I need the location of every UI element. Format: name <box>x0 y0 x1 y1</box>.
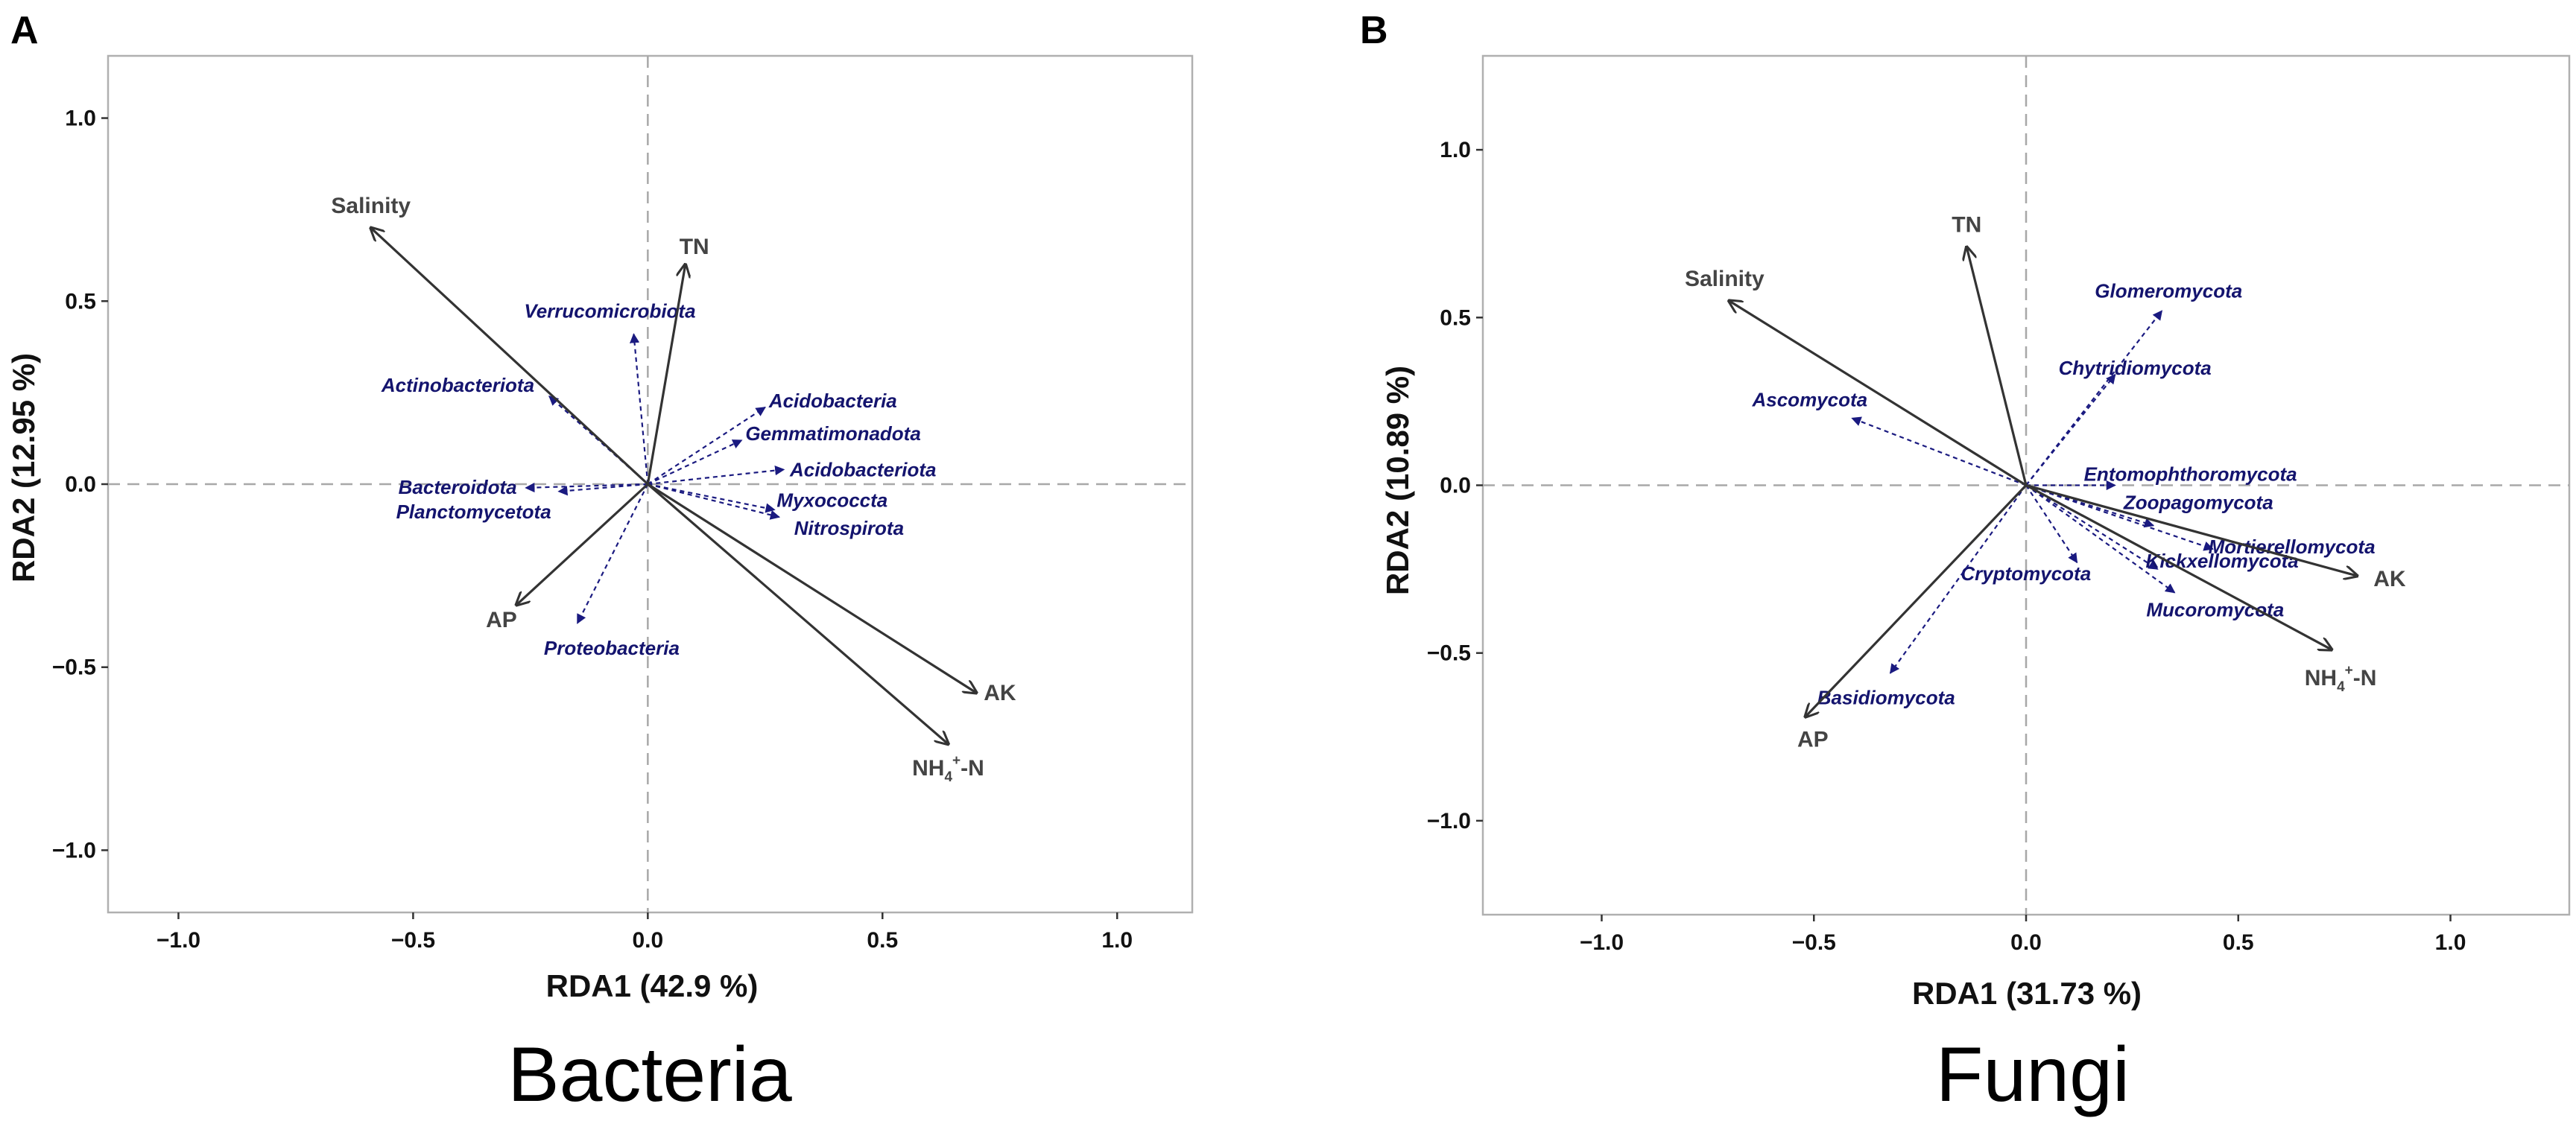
env-label-nh4-n: NH4+-N <box>912 753 984 785</box>
y-tick-label-a: 1.0 <box>65 107 96 131</box>
panel-caption-a: Bacteria <box>507 1032 792 1118</box>
taxon-label-basidiomycota: Basidiomycota <box>1817 687 1955 709</box>
taxon-label-cryptomycota: Cryptomycota <box>1961 562 2091 585</box>
taxon-arrow-acidobacteriota <box>648 466 785 486</box>
taxon-label-planctomycetota: Planctomycetota <box>396 501 551 523</box>
taxon-arrow-planctomycetota <box>557 483 648 496</box>
taxon-label-mortierellomycota: Mortierellomycota <box>2209 536 2376 558</box>
taxon-label-entomophthoromycota: Entomophthoromycota <box>2084 463 2297 486</box>
taxon-arrow-chytridiomycota <box>2025 373 2116 486</box>
taxon-label-mucoromycota: Mucoromycota <box>2146 599 2284 621</box>
env-label-salinity: Salinity <box>1685 267 1765 291</box>
x-axis-title-a: RDA1 (42.9 %) <box>546 968 759 1003</box>
x-tick-label-b: 1.0 <box>2435 930 2466 955</box>
taxon-arrow-myxococcta <box>648 483 776 513</box>
taxon-label-acidobacteriota: Acidobacteriota <box>789 458 937 480</box>
x-tick-label-a: 1.0 <box>1101 928 1133 953</box>
panel-letter-b: B <box>1360 9 1388 52</box>
env-arrow-ak <box>2025 483 2357 577</box>
env-arrow-nh4-n <box>2025 484 2332 650</box>
taxon-arrow-gemmatimonadota <box>647 439 743 485</box>
y-tick-label-a: 0.5 <box>65 289 96 314</box>
env-label-ak: AK <box>984 681 1016 705</box>
y-tick-label-b: 0.5 <box>1440 305 1471 330</box>
y-tick-label-a: −1.0 <box>52 838 96 863</box>
taxon-label-ascomycota: Ascomycota <box>1751 388 1867 410</box>
panel-caption-b: Fungi <box>1936 1032 2130 1118</box>
y-tick-label-b: 0.0 <box>1440 474 1471 498</box>
env-arrow-ak <box>647 483 976 693</box>
taxon-arrow-cryptomycota <box>2025 484 2078 564</box>
x-tick-label-a: 0.5 <box>867 928 898 953</box>
panel-a: A −1.0 −0.5 0.0 0.5 1.0 −1.0 −0.5 0.0 0.5 1.0 Verr… <box>6 9 1194 1118</box>
taxon-label-proteobacteria: Proteobacteria <box>544 637 680 659</box>
taxon-arrow-actinobacteriota <box>548 396 649 485</box>
x-tick-label-b: 0.0 <box>2010 930 2042 955</box>
taxon-arrow-mortierellomycota <box>2025 484 2214 551</box>
x-tick-label-a: −0.5 <box>391 928 435 953</box>
env-arrow-ap <box>516 483 649 605</box>
taxon-label-verrucomicrobiota: Verrucomicrobiota <box>524 300 695 323</box>
y-tick-label-a: 0.0 <box>65 472 96 497</box>
env-arrow-salinity <box>371 228 649 486</box>
panel-letter-a: A <box>10 9 39 52</box>
taxon-arrow-nitrospirota <box>648 483 780 520</box>
env-arrow-tn <box>1966 247 2028 486</box>
taxon-label-acidobacteria: Acidobacteria <box>768 390 897 412</box>
taxon-label-zoopagomycota: Zoopagomycota <box>2123 492 2273 514</box>
plot-area-a: −1.0 −0.5 0.0 0.5 1.0 −1.0 −0.5 0.0 0.5 1.0 Verruc… <box>52 54 1194 953</box>
taxon-arrow-mucoromycota <box>2025 484 2176 594</box>
taxon-arrow-bacteroidota <box>525 482 648 493</box>
y-tick-label-b: −0.5 <box>1427 641 1471 666</box>
env-arrow-nh4-n <box>647 483 948 744</box>
env-label-ak: AK <box>2373 567 2406 591</box>
taxon-label-chytridiomycota: Chytridiomycota <box>2059 357 2212 379</box>
y-axis-title-a: RDA2 (12.95 %) <box>6 353 41 582</box>
x-tick-label-b: −0.5 <box>1792 930 1836 955</box>
x-axis-title-b: RDA1 (31.73 %) <box>1912 976 2142 1011</box>
taxon-arrow-acidobacteria <box>647 406 766 485</box>
y-axis-title-b: RDA2 (10.89 %) <box>1380 366 1415 595</box>
env-label-salinity: Salinity <box>331 194 411 218</box>
x-tick-label-b: 0.5 <box>2223 930 2254 955</box>
taxon-arrow-basidiomycota <box>1889 484 2027 674</box>
env-label-tn: TN <box>1952 213 1981 238</box>
y-tick-label-b: 1.0 <box>1440 138 1471 162</box>
taxon-label-glomeromycota: Glomeromycota <box>2095 279 2242 302</box>
x-tick-label-a: 0.0 <box>632 928 663 953</box>
taxon-label-bacteroidota: Bacteroidota <box>399 476 517 498</box>
env-label-ap: AP <box>486 608 517 632</box>
env-label-ap: AP <box>1797 727 1829 752</box>
taxon-label-gemmatimonadota: Gemmatimonadota <box>745 422 921 445</box>
panel-b: B −1.0 −0.5 0.0 0.5 1.0 −1.0 −0.5 0.0 0.5 1.0 Glom… <box>1360 9 2571 1118</box>
taxon-arrow-kickxellomycota <box>2025 484 2159 571</box>
taxon-arrow-verrucomicrobiota <box>629 333 649 485</box>
taxon-arrow-proteobacteria <box>576 483 649 624</box>
env-arrow-tn <box>646 264 685 485</box>
y-tick-label-a: −0.5 <box>52 655 96 680</box>
taxon-arrow-ascomycota <box>1851 416 2027 486</box>
env-label-tn: TN <box>680 235 709 259</box>
plot-area-b: −1.0 −0.5 0.0 0.5 1.0 −1.0 −0.5 0.0 0.5 1.0 Glomer… <box>1427 54 2571 955</box>
env-label-nh4-n: NH4+-N <box>2305 663 2377 695</box>
taxon-label-myxococcta: Myxococcta <box>776 489 887 511</box>
x-tick-label-b: −1.0 <box>1580 930 1624 955</box>
taxon-label-actinobacteriota: Actinobacteriota <box>381 374 534 396</box>
x-tick-label-a: −1.0 <box>156 928 200 953</box>
taxon-arrow-zoopagomycota <box>2025 484 2155 528</box>
env-arrow-salinity <box>1729 301 2027 486</box>
y-tick-label-b: −1.0 <box>1427 809 1471 833</box>
env-arrow-ap <box>1806 484 2028 717</box>
taxon-label-nitrospirota: Nitrospirota <box>794 517 904 539</box>
